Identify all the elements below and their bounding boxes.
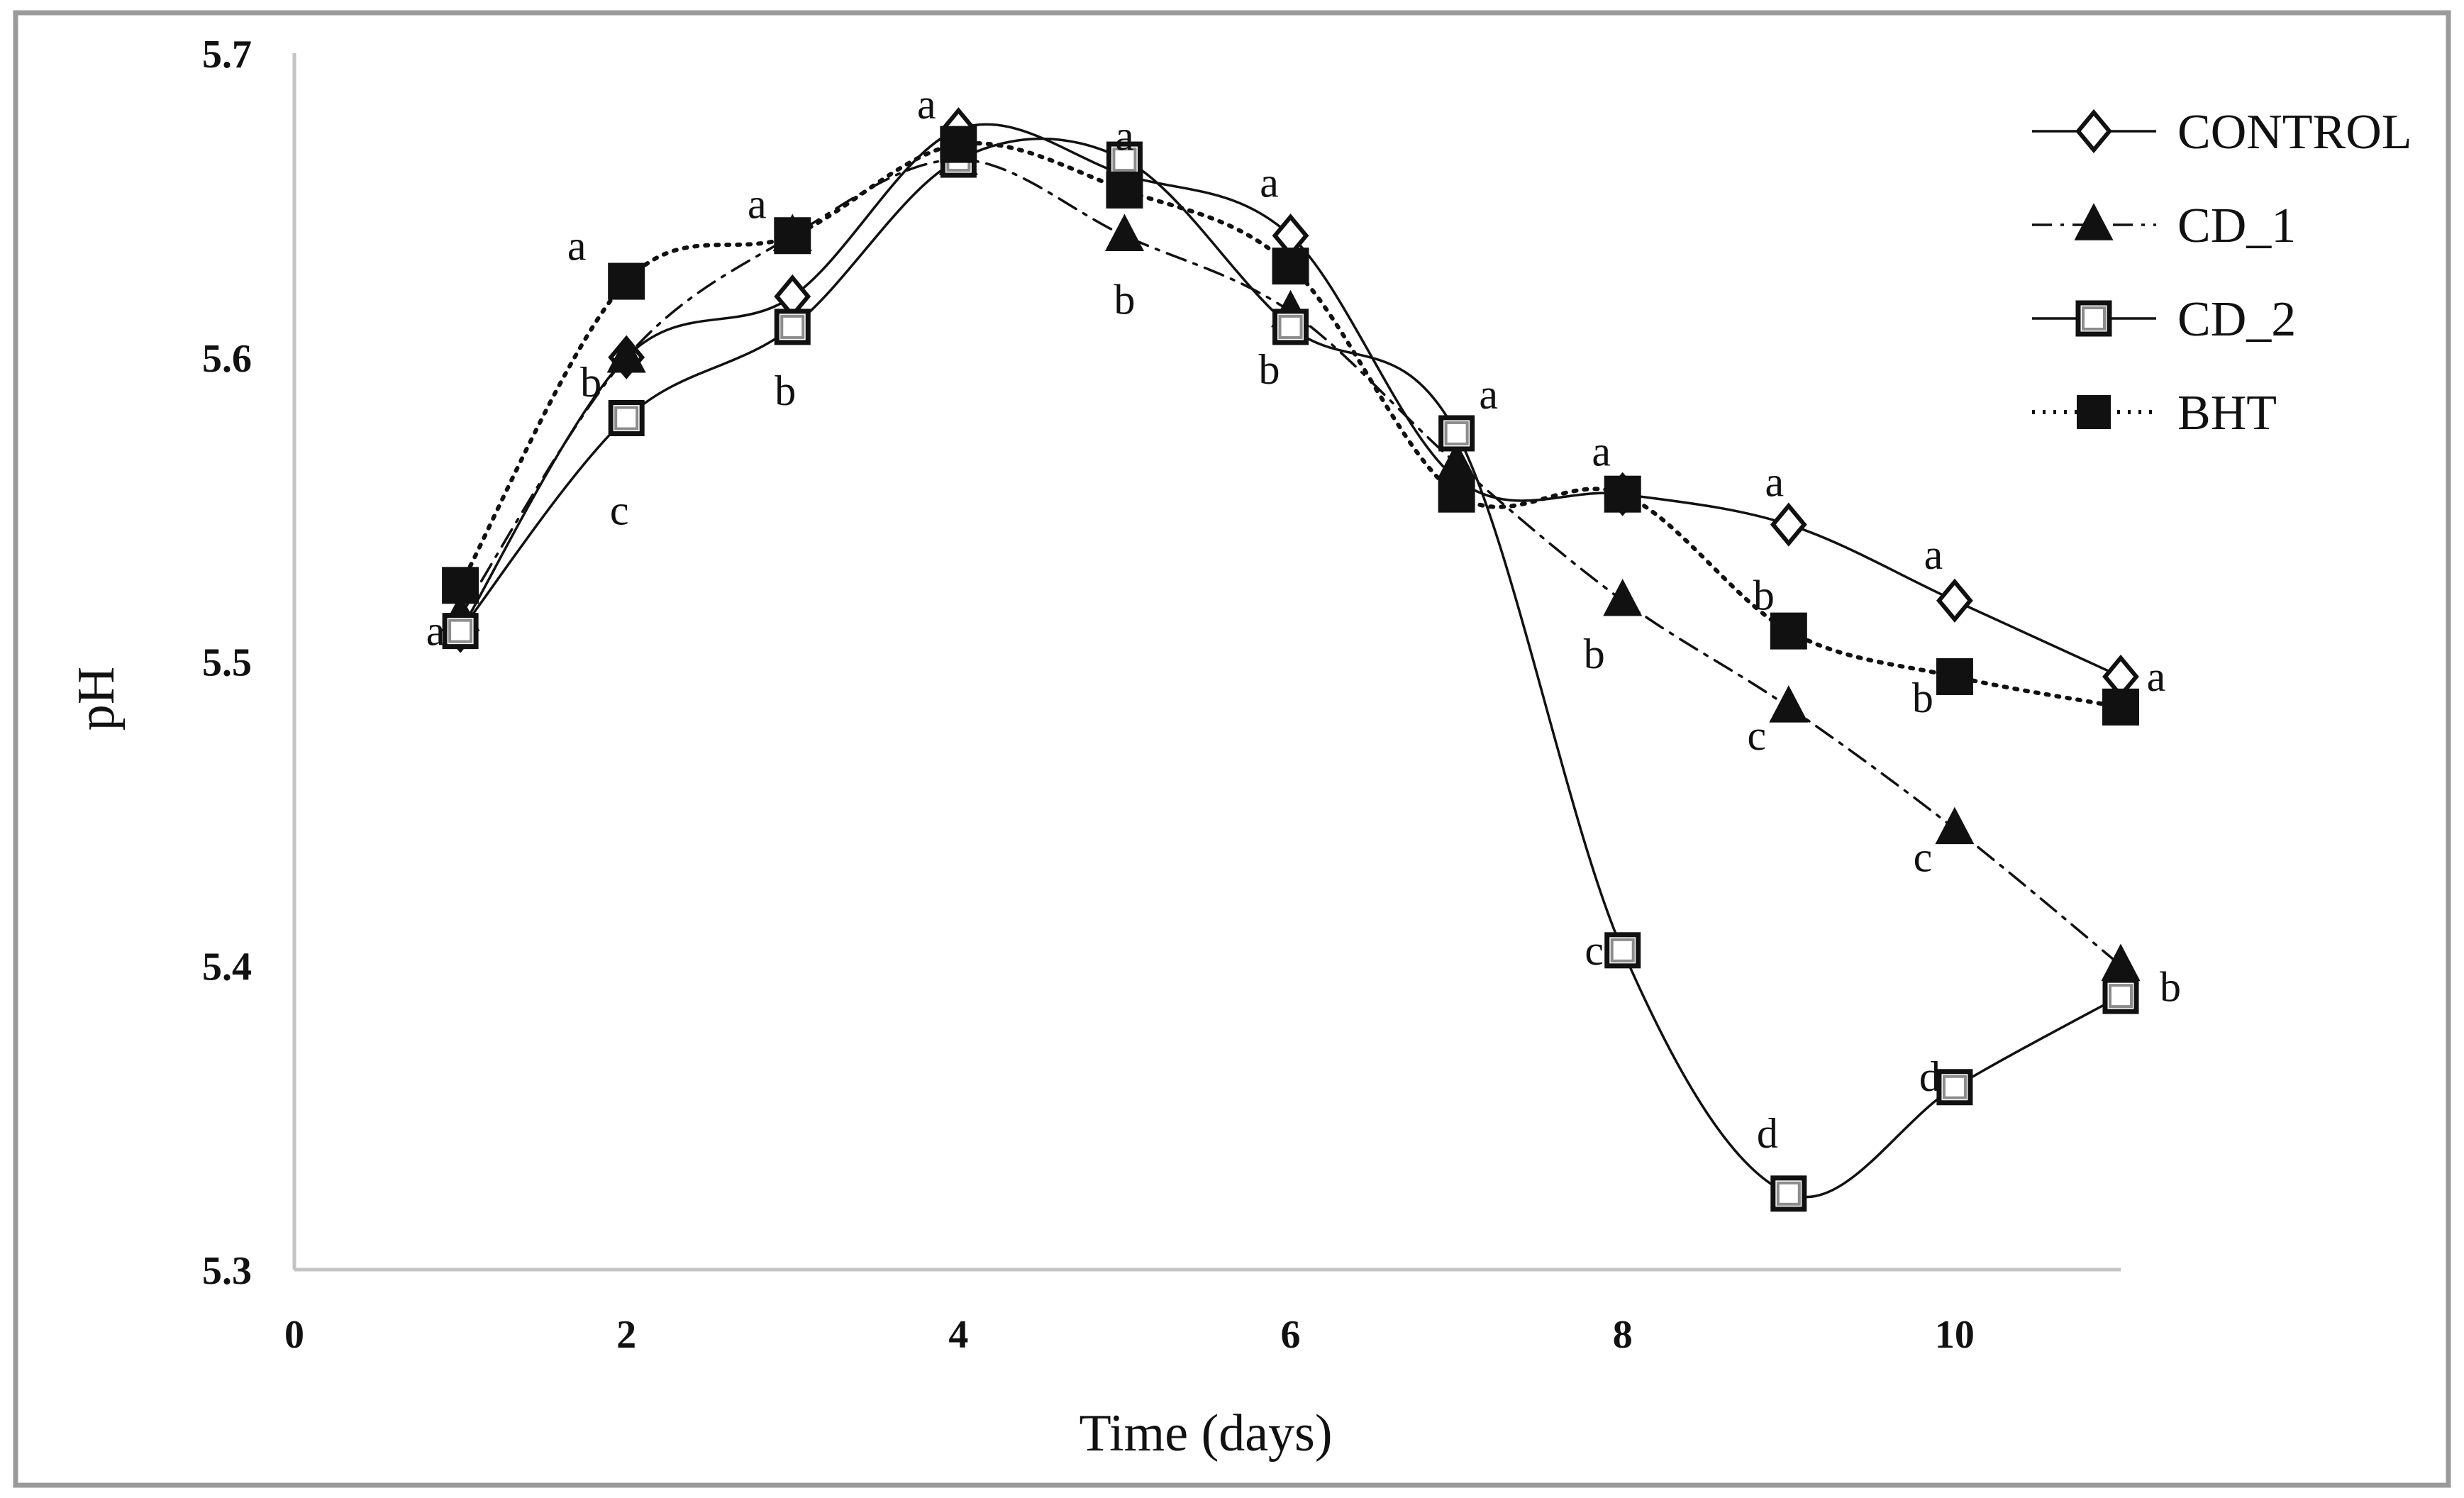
significance-letter: b (1584, 631, 1605, 677)
data-point-inner (1278, 314, 1303, 339)
significance-letters: a a a a a a a a b b b c c b c b b a c d d a a b b (426, 81, 2181, 1157)
data-point (442, 567, 479, 604)
series-bht (442, 126, 2139, 726)
legend-label: BHT (2177, 386, 2277, 440)
legend-label: CD_1 (2177, 199, 2296, 253)
significance-letter: b (1259, 346, 1280, 393)
significance-letter: d (1919, 1053, 1941, 1100)
data-point (1106, 171, 1143, 209)
data-point (1272, 248, 1309, 285)
significance-letter: a (2147, 653, 2166, 700)
significance-letter: a (1924, 531, 1943, 578)
data-point (1603, 579, 1643, 616)
legend-label: CONTROL (2177, 105, 2412, 160)
data-point (1770, 502, 1807, 547)
data-point (1604, 475, 1641, 513)
data-point (774, 217, 811, 255)
axes: 5.3 5.4 5.5 5.6 5.7 0 2 4 6 8 10 (202, 33, 2121, 1357)
data-point (1438, 475, 1475, 513)
data-point (1935, 806, 1975, 845)
legend: CONTROL CD_1 CD_2 BHT (2032, 105, 2412, 440)
x-tick-label: 4 (948, 1313, 968, 1357)
data-point-inner (1942, 1075, 1967, 1099)
data-point-inner (1610, 938, 1635, 962)
data-point (606, 335, 646, 373)
legend-label: CD_2 (2177, 292, 2296, 347)
chart-frame (13, 10, 2451, 1488)
legend-entry-bht: BHT (2032, 386, 2277, 440)
series-line (459, 123, 2122, 678)
data-point (940, 126, 977, 163)
significance-letter: b (2160, 963, 2181, 1010)
significance-letter: b (775, 367, 796, 414)
legend-marker (2077, 395, 2111, 429)
legend-entry-cd-1: CD_1 (2032, 199, 2296, 253)
legend-entry-cd-2: CD_2 (2032, 292, 2296, 347)
legend-marker-inner (2082, 306, 2106, 331)
data-point (1770, 612, 1807, 650)
legend-marker (2075, 109, 2112, 154)
significance-letter: a (1260, 159, 1279, 206)
significance-letter: d (1757, 1110, 1778, 1157)
data-point-inner (1112, 148, 1137, 172)
significance-letter: a (1115, 113, 1134, 160)
x-tick-label: 6 (1281, 1313, 1301, 1357)
significance-letter: b (1912, 675, 1933, 721)
significance-letter: b (1114, 276, 1135, 323)
legend-marker (2074, 203, 2114, 240)
data-point-inner (1776, 1181, 1801, 1206)
y-tick-label: 5.3 (202, 1249, 252, 1293)
data-point-inner (448, 618, 473, 643)
significance-letter: a (748, 180, 767, 227)
significance-letter: b (1753, 572, 1775, 619)
significance-letter: a (1765, 459, 1784, 506)
y-axis-title: pH (67, 667, 126, 731)
data-point (2102, 688, 2139, 726)
significance-letter: b (580, 359, 601, 406)
series-layer (440, 107, 2141, 1212)
y-tick-label: 5.4 (202, 945, 252, 989)
data-point-inner (1444, 421, 1469, 445)
data-point (1936, 578, 1973, 623)
data-point-inner (780, 314, 805, 339)
y-tick-label: 5.5 (202, 641, 252, 685)
data-point (1104, 213, 1144, 252)
significance-letter: c (1914, 833, 1933, 880)
x-axis-title: Time (days) (1080, 1404, 1333, 1463)
data-point (1936, 658, 1973, 695)
significance-letter: a (1592, 428, 1611, 475)
series-line (459, 137, 2122, 1199)
series-cd-2 (442, 137, 2139, 1212)
significance-letter: a (1479, 371, 1498, 418)
data-point (1769, 685, 1809, 723)
legend-entry-control: CONTROL (2032, 105, 2412, 160)
significance-letter: a (917, 81, 936, 128)
x-tick-label: 8 (1613, 1313, 1633, 1357)
y-tick-label: 5.7 (202, 33, 252, 77)
data-point (608, 262, 645, 300)
significance-letter: c (610, 487, 629, 534)
significance-letter: c (1585, 927, 1604, 974)
y-tick-label: 5.6 (202, 337, 252, 381)
significance-letter: a (567, 223, 587, 270)
x-tick-label: 0 (284, 1313, 304, 1357)
data-point-inner (2109, 984, 2133, 1009)
x-tick-label: 10 (1935, 1313, 1975, 1357)
data-point-inner (614, 406, 639, 431)
x-tick-label: 2 (616, 1313, 636, 1357)
significance-letter: c (1747, 712, 1766, 759)
significance-letter: a (426, 608, 445, 655)
